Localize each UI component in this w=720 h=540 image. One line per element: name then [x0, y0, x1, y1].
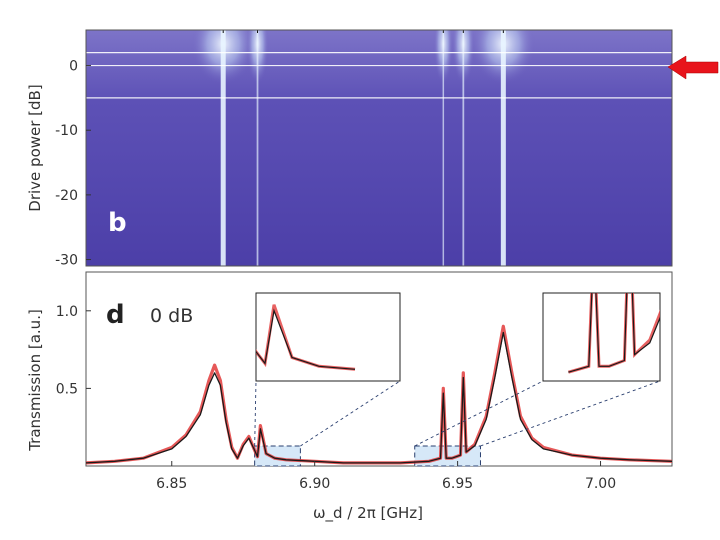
- transmission-x-tick-label: 7.00: [585, 476, 616, 492]
- heatmap-panel: 0 -10 -20 -30 b Drive power [dB]: [26, 29, 719, 269]
- heatmap-y-tick-label: -10: [55, 123, 78, 139]
- zoom-connector-line: [300, 380, 401, 447]
- zoom-connector-line: [254, 380, 257, 447]
- inset-series-line: [568, 293, 660, 373]
- transmission-panel-letter: d: [106, 300, 125, 330]
- resonance-dip-line: [462, 30, 465, 266]
- resonance-dip-line: [256, 30, 259, 266]
- heatmap-frame: [85, 29, 673, 267]
- zoom-region-box: [254, 445, 301, 467]
- transmission-x-tick-label: 6.85: [156, 476, 187, 492]
- resonance-dip-line: [500, 30, 506, 266]
- heatmap-y-tick-label: -20: [55, 188, 78, 204]
- transmission-series-line: [86, 331, 672, 464]
- heatmap-y-axis-label: Drive power [dB]: [26, 84, 44, 211]
- resonance-dip-line: [220, 30, 226, 266]
- heatmap-y-tick-label: -30: [55, 253, 78, 269]
- transmission-y-tick-label: 0.5: [56, 381, 78, 397]
- transmission-x-tick-label: 6.95: [442, 476, 473, 492]
- arrow-icon: [667, 55, 719, 80]
- resonance-dip-line: [442, 30, 445, 266]
- inset-series-line: [256, 308, 356, 370]
- transmission-y-axis-label: Transmission [a.u.]: [26, 309, 44, 452]
- zoom-connector-line: [480, 380, 661, 447]
- power-annotation: 0 dB: [150, 305, 193, 327]
- transmission-x-tick-label: 6.90: [299, 476, 330, 492]
- heatmap-background: [86, 30, 672, 266]
- transmission-x-axis-label: ω_d / 2π [GHz]: [313, 504, 423, 523]
- transmission-y-tick-label: 1.0: [56, 304, 78, 320]
- heatmap-y-tick-label: 0: [69, 59, 78, 75]
- transmission-panel: 6.85 6.90 6.95 7.00 0.5 1.0 d 0 dB Transmissi…: [26, 271, 673, 523]
- heatmap-panel-letter: b: [108, 208, 127, 238]
